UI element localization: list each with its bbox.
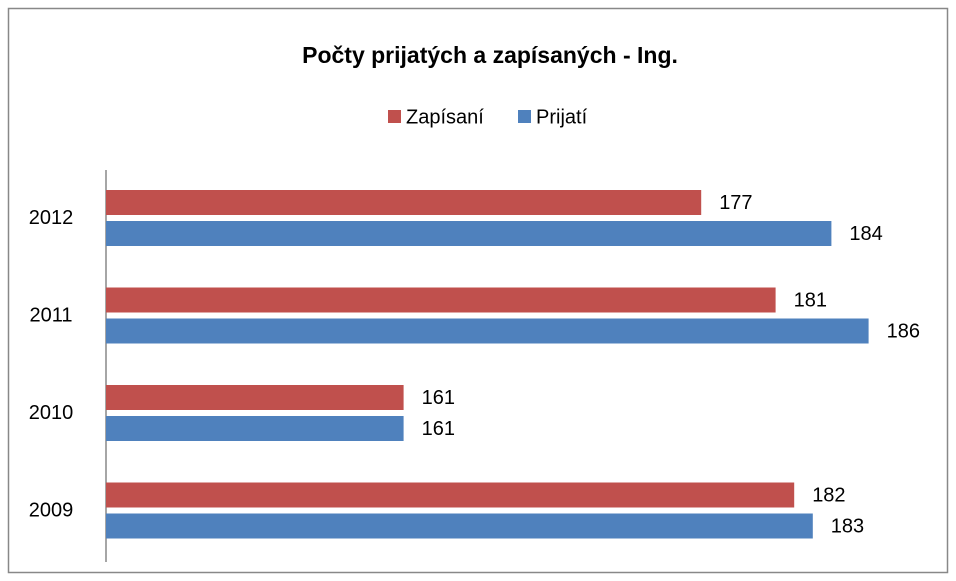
data-label: 161 xyxy=(422,387,455,409)
y-tick-label: 2009 xyxy=(29,500,74,522)
bar xyxy=(106,385,404,410)
bar xyxy=(106,482,795,508)
data-label: 161 xyxy=(422,418,455,440)
chart-title: Počty prijatých a zapísaných - Ing. xyxy=(302,42,678,68)
bar xyxy=(106,416,404,441)
legend-swatch xyxy=(388,110,401,123)
legend-swatch xyxy=(518,110,531,123)
data-label: 183 xyxy=(831,515,864,537)
bar xyxy=(106,221,832,246)
y-tick-label: 2012 xyxy=(29,207,74,229)
bar xyxy=(106,513,813,539)
y-tick-label: 2011 xyxy=(29,305,72,327)
data-label: 182 xyxy=(812,484,845,506)
data-label: 184 xyxy=(849,223,882,245)
legend-label: Prijatí xyxy=(536,106,588,128)
data-label: 177 xyxy=(719,192,752,214)
bar xyxy=(106,190,702,215)
bar xyxy=(106,287,776,313)
legend-label: Zapísaní xyxy=(406,106,484,128)
bar xyxy=(106,318,869,344)
y-tick-label: 2010 xyxy=(29,402,74,424)
data-label: 181 xyxy=(794,289,827,311)
data-label: 186 xyxy=(887,320,920,342)
